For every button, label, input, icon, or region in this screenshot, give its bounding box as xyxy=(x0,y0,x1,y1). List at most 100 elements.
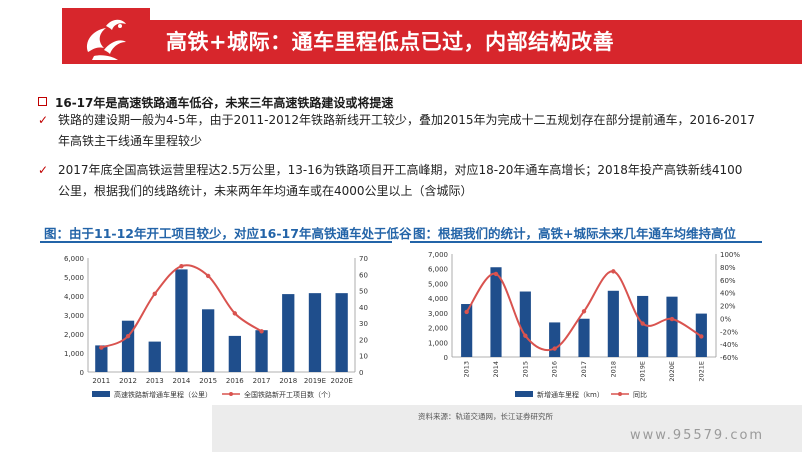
line-point xyxy=(699,334,704,339)
line-point xyxy=(179,263,184,269)
section-heading-text: 16-17年是高速铁路通车低谷，未来三年高速铁路建设或将提速 xyxy=(55,96,394,110)
y-left-tick-label: 5,000 xyxy=(64,274,84,282)
check-icon: ✓ xyxy=(38,113,49,127)
legend-line-label: 同比 xyxy=(633,390,647,399)
right-chart-caption: 图：根据我们的统计，高铁+城际未来几年通车均维持高位 xyxy=(413,226,736,241)
y-right-tick-label: 0 xyxy=(359,369,363,377)
x-tick-label: 2013 xyxy=(146,377,164,385)
y-right-tick-label: 20 xyxy=(359,336,368,344)
bar-2019E xyxy=(308,293,322,372)
square-bullet-icon xyxy=(38,97,47,106)
series-line-全国铁路新开工项目数（个） xyxy=(100,264,263,349)
y-right-tick-label: 30 xyxy=(359,320,368,328)
y-right-tick-label: -60% xyxy=(720,354,738,362)
line-point xyxy=(552,346,557,351)
y-left-tick-label: 0 xyxy=(444,354,448,362)
legend-bar-swatch xyxy=(515,391,533,397)
bar-2011 xyxy=(95,345,108,372)
y-right-tick-label: 40 xyxy=(359,304,368,312)
bar-2016 xyxy=(549,322,561,357)
y-left-tick-label: 6,000 xyxy=(428,266,448,274)
x-tick-label: 2019E xyxy=(304,377,326,385)
x-tick-label: 2020E xyxy=(668,361,676,382)
line-point xyxy=(205,273,211,279)
line-point xyxy=(493,271,499,277)
bar-2017 xyxy=(578,318,590,357)
bar-2015 xyxy=(202,309,215,372)
line-point xyxy=(152,291,157,297)
y-right-tick-label: 40% xyxy=(720,290,736,298)
line-point xyxy=(581,309,587,314)
bar-2013 xyxy=(461,304,473,357)
bar-2020E xyxy=(666,296,678,357)
legend-line-marker xyxy=(618,392,622,396)
y-left-tick-label: 1,000 xyxy=(428,339,448,347)
y-left-tick-label: 2,000 xyxy=(428,325,448,333)
footer-left-panel xyxy=(0,405,212,452)
phoenix-logo-icon xyxy=(86,19,126,60)
y-right-tick-label: 0% xyxy=(720,315,731,323)
legend-bar-label: 新增通车里程（km） xyxy=(537,390,604,399)
y-right-tick-label: 70 xyxy=(359,255,368,263)
legend-line-marker xyxy=(229,392,233,396)
watermark: www.95579.com xyxy=(630,428,765,443)
y-right-tick-label: -20% xyxy=(720,328,738,336)
line-point xyxy=(669,316,675,322)
line-point xyxy=(464,309,469,315)
bar-2021E xyxy=(695,313,707,357)
bar-2014 xyxy=(490,267,502,357)
line-point xyxy=(523,333,528,338)
y-left-tick-label: 4,000 xyxy=(428,295,448,303)
x-tick-label: 2011 xyxy=(92,377,110,385)
x-tick-label: 2013 xyxy=(463,361,471,378)
x-tick-label: 2017 xyxy=(253,377,271,385)
x-tick-label: 2018 xyxy=(279,377,297,385)
bar-2019E xyxy=(637,295,649,357)
x-tick-label: 2015 xyxy=(521,361,529,378)
bar-2018 xyxy=(607,290,619,357)
y-right-tick-label: 60% xyxy=(720,277,736,285)
legend-line-label: 全国铁路新开工项目数（个） xyxy=(244,390,335,399)
y-left-tick-label: 3,000 xyxy=(428,310,448,318)
y-right-tick-label: 60 xyxy=(359,271,368,279)
source-note: 资料来源：轨道交通网，长江证券研究所 xyxy=(418,412,553,421)
y-right-tick-label: 20% xyxy=(720,303,736,311)
section-heading: 16-17年是高速铁路通车低谷，未来三年高速铁路建设或将提速 xyxy=(38,94,393,111)
check-icon: ✓ xyxy=(38,163,49,177)
y-right-tick-label: 50 xyxy=(359,288,368,296)
y-left-tick-label: 1,000 xyxy=(64,350,84,358)
bar-2013 xyxy=(148,341,161,372)
x-tick-label: 2020E xyxy=(331,377,353,385)
x-tick-label: 2014 xyxy=(492,361,500,378)
left-caption-underline xyxy=(40,241,392,243)
y-left-tick-label: 3,000 xyxy=(64,312,84,320)
bar-2014 xyxy=(175,269,188,372)
x-tick-label: 2016 xyxy=(226,377,244,385)
x-tick-label: 2019E xyxy=(639,361,647,382)
x-tick-label: 2014 xyxy=(173,377,191,385)
bar-2012 xyxy=(121,320,135,372)
line-point xyxy=(232,311,238,316)
y-left-tick-label: 4,000 xyxy=(64,293,84,301)
y-right-tick-label: -40% xyxy=(720,341,738,349)
y-right-tick-label: 10 xyxy=(359,353,368,361)
bullet-paragraph-1: 铁路的建设期一般为4-5年，由于2011-2012年铁路新线开工较少，叠加201… xyxy=(58,113,755,148)
x-tick-label: 2018 xyxy=(609,361,617,378)
y-right-tick-label: 80% xyxy=(720,264,736,272)
x-tick-label: 2017 xyxy=(580,361,588,378)
title-bar xyxy=(150,20,802,64)
bar-2020E xyxy=(335,293,348,372)
bar-2016 xyxy=(228,335,241,372)
bar-2015 xyxy=(519,291,531,357)
y-left-tick-label: 6,000 xyxy=(64,255,84,263)
y-right-tick-label: 100% xyxy=(720,251,740,259)
line-point xyxy=(125,333,131,339)
bullet-paragraph-2: 2017年底全国高铁运营里程达2.5万公里，13-16为铁路项目开工高峰期，对应… xyxy=(58,163,743,198)
y-left-tick-label: 7,000 xyxy=(428,251,448,259)
x-tick-label: 2021E xyxy=(697,361,705,382)
x-tick-label: 2016 xyxy=(551,361,559,378)
series-line-同比 xyxy=(465,270,702,352)
y-left-tick-label: 5,000 xyxy=(428,280,448,288)
x-tick-label: 2012 xyxy=(119,377,137,385)
y-left-tick-label: 2,000 xyxy=(64,331,84,339)
